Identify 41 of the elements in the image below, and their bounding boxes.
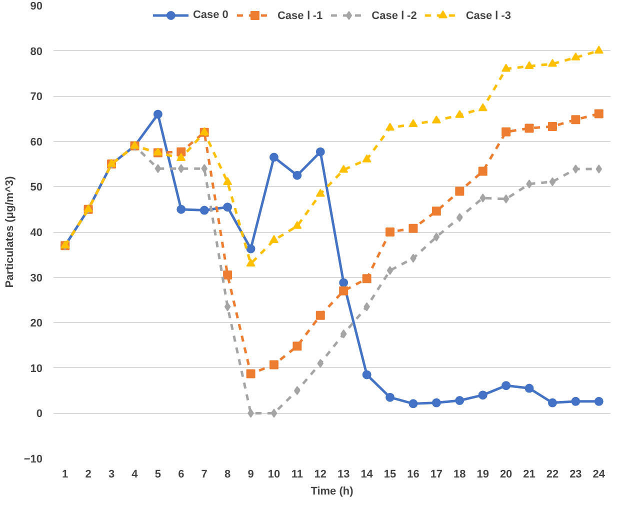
x-tick-label: 11 [291,468,304,480]
x-tick-label: 20 [500,468,512,480]
y-tick-label: 10 [30,362,43,375]
y-tick-label: 30 [30,272,43,284]
x-tick-label: 6 [178,468,184,480]
x-tick-label: 12 [314,468,327,480]
x-tick-label: 2 [85,468,92,480]
y-tick-label: 90 [30,0,43,12]
x-tick-label: 15 [384,468,396,480]
legend-label: Case Ⅰ -3 [466,8,512,22]
y-tick-label: −10 [24,454,43,466]
x-tick-label: 1 [62,468,68,480]
y-tick-label: 80 [30,46,43,58]
y-axis-title: Particulates (μg/m^3) [4,176,16,288]
x-tick-label: 4 [132,468,139,480]
legend-label: Case Ⅰ -1 [277,8,323,22]
y-tick-label: 40 [30,227,43,239]
x-tick-label: 19 [476,468,489,480]
x-tick-label: 8 [224,468,231,480]
x-tick-label: 18 [454,468,466,480]
y-tick-label: 50 [30,182,43,194]
x-tick-label: 5 [154,468,162,480]
x-tick-label: 3 [108,468,115,480]
x-tick-label: 14 [360,468,374,480]
y-tick-label: 20 [30,318,43,330]
y-tick-label: 0 [36,408,43,420]
x-tick-label: 23 [570,468,582,480]
x-tick-label: 16 [407,468,420,480]
legend-label: Case 0 [192,9,228,21]
x-tick-label: 22 [546,468,559,480]
x-tick-label: 7 [201,468,208,480]
y-tick-label: 70 [30,91,43,104]
x-tick-label: 24 [592,468,606,480]
y-tick-label: 60 [30,136,43,148]
x-tick-label: 13 [337,468,350,480]
x-tick-label: 21 [523,468,536,480]
x-tick-label: 9 [248,468,254,480]
x-tick-label: 17 [430,468,443,480]
legend-label: Case Ⅰ -2 [372,8,417,22]
x-tick-label: 10 [268,468,280,480]
x-axis-title: Time (h) [310,486,354,498]
